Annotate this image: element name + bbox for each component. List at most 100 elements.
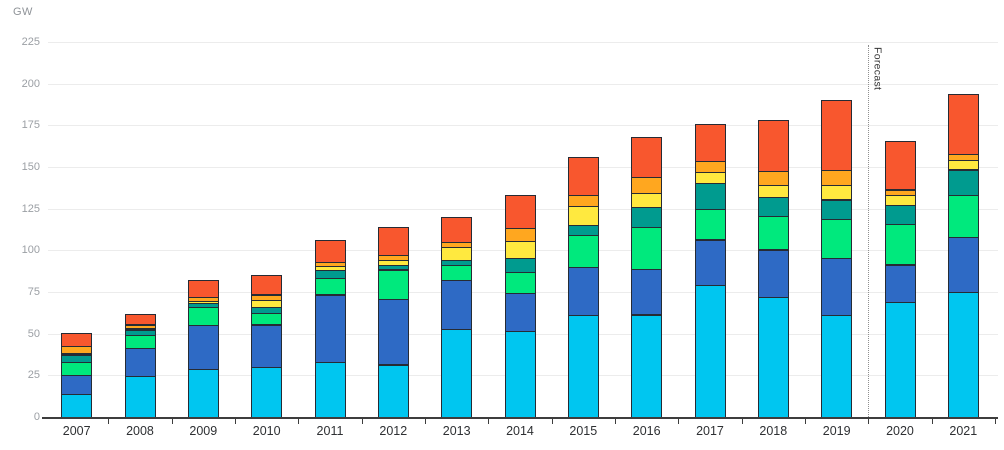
y-tick-label-125: 125 [21,202,40,215]
forecast-label: Forecast [871,47,884,91]
bar-2010-segment-amber [251,294,283,302]
y-tick-label-100: 100 [21,244,40,257]
bar-2014-segment-red-orange [504,194,536,229]
bar-2009-segment-green [187,307,219,327]
bar-2018-segment-teal [757,197,789,218]
bar-2019-segment-blue [821,257,853,317]
bar-2011-segment-cyan [314,362,346,418]
bar-2012-segment-red-orange [377,227,409,256]
bar-2011-segment-green [314,277,346,296]
bar-2017-segment-green [694,208,726,241]
bar-2017-segment-teal [694,182,726,210]
bar-2018-segment-cyan [757,297,789,418]
bar-2020-segment-blue [884,264,916,303]
bar-2013-segment-yellow [441,247,473,262]
y-tick-label-225: 225 [21,36,40,48]
y-axis-unit-label: GW [13,6,33,18]
bar-2018-segment-green [757,216,789,251]
bar-2017-segment-amber [694,161,726,173]
bar-2020-segment-yellow [884,194,916,206]
bar-2010-segment-teal [251,307,283,314]
bar-2010-segment-red-orange [251,275,283,296]
x-axis-tick [931,419,933,424]
bar-2016-segment-teal [631,207,663,228]
y-tick-label-75: 75 [27,286,40,298]
x-tick-label-2007: 2007 [62,424,91,438]
bar-2014-segment-green [504,272,536,294]
y-tick-label-50: 50 [27,327,40,340]
bar-2020-segment-green [884,223,916,266]
bar-2018-segment-blue [757,249,789,298]
bar-2015-segment-blue [567,267,599,317]
bar-2019-segment-amber [821,170,853,187]
bar-2019-segment-green [821,218,853,259]
bar-2008-segment-cyan [124,376,156,418]
bar-2015-segment-amber [567,195,599,208]
bar-2010-segment-green [251,312,283,326]
bar-2012-segment-yellow [377,259,409,267]
x-tick-label-2017: 2017 [696,424,724,438]
bar-2014-segment-teal [504,257,536,273]
bar-2020-segment-cyan [884,302,916,418]
gridline-200 [48,83,998,85]
bar-2014-segment-blue [504,292,536,333]
x-tick-label-2012: 2012 [379,424,408,438]
bar-2012-segment-blue [377,298,409,366]
x-tick-label-2020: 2020 [886,424,914,438]
bar-2016-segment-red-orange [631,137,663,178]
x-axis-line [42,417,998,419]
x-axis-tick [235,419,236,424]
x-tick-label-2011: 2011 [316,424,344,438]
x-tick-label-2009: 2009 [189,424,218,438]
forecast-divider-line [868,45,870,417]
x-axis-tick [298,419,300,424]
bar-2019-segment-yellow [821,185,853,201]
bar-2018-segment-yellow [757,185,789,198]
x-axis-tick [741,419,743,424]
bar-2013-segment-green [441,265,473,282]
x-tick-label-2018: 2018 [759,424,788,438]
y-tick-label-150: 150 [21,161,40,173]
y-tick-label-0: 0 [33,411,40,423]
x-axis-tick [425,419,426,424]
bar-2021-segment-red-orange [947,93,979,155]
bar-2007-segment-amber [61,346,93,354]
bar-2013-segment-blue [441,280,473,330]
x-axis-tick [868,419,870,424]
x-axis-tick [551,419,553,424]
bar-2018-segment-red-orange [757,120,789,173]
bar-2021-segment-teal [947,169,979,197]
bar-2021-segment-blue [947,237,979,293]
y-tick-label-25: 25 [27,369,40,382]
bar-2010-segment-blue [251,324,283,368]
bar-2008-segment-red-orange [124,313,156,326]
x-tick-label-2014: 2014 [506,424,534,438]
bar-2008-segment-green [124,334,156,349]
bar-2007-segment-blue [61,374,93,395]
bar-2010-segment-yellow [251,300,283,308]
bar-2021-segment-amber [947,153,979,162]
bar-2009-segment-blue [187,325,219,370]
bar-2010-segment-cyan [251,367,283,418]
bar-2016-segment-green [631,227,663,270]
bar-2007-segment-teal [61,354,93,363]
bar-2021-segment-cyan [947,292,979,418]
x-axis-tick [108,419,110,424]
x-tick-label-2016: 2016 [632,424,661,438]
bar-2021-segment-green [947,195,979,238]
bar-2013-segment-cyan [441,328,473,418]
x-axis-tick [805,419,806,424]
x-tick-label-2021: 2021 [949,424,978,438]
y-tick-label-175: 175 [21,119,40,132]
bar-2011-segment-blue [314,294,346,363]
gridline-225 [48,42,998,43]
bar-2019-segment-teal [821,199,853,220]
bar-2019-segment-cyan [821,315,853,418]
bar-2014-segment-cyan [504,331,536,418]
bar-2015-segment-green [567,235,599,268]
gridline-150 [48,167,998,168]
bar-2011-segment-teal [314,270,346,279]
y-tick-label-200: 200 [21,77,40,90]
bar-2016-segment-blue [631,268,663,316]
